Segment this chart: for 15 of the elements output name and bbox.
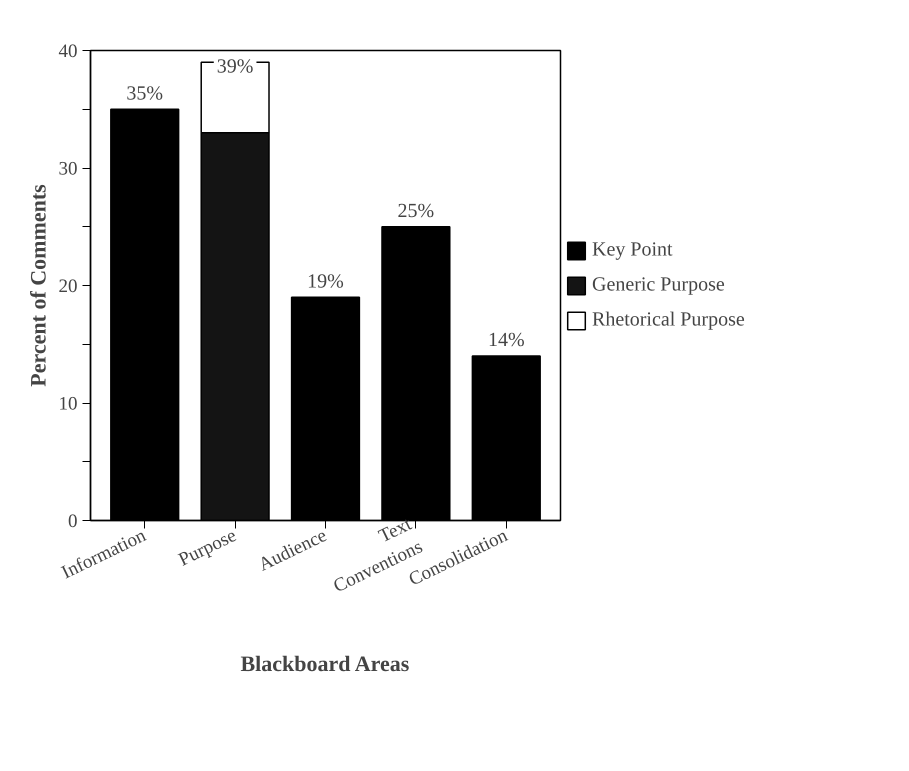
legend-label: Rhetorical Purpose — [592, 308, 745, 332]
total-label: 39% — [216, 56, 254, 78]
y-tick-label: 30 — [58, 158, 78, 180]
y-tick-label: 10 — [58, 394, 78, 414]
legend-label: Key Point — [592, 238, 673, 262]
total-label: 19% — [307, 270, 344, 292]
y-tick-label: 40 — [58, 41, 78, 62]
legend-label: Generic Purpose — [592, 274, 725, 296]
total-label: 35% — [126, 82, 164, 104]
total-label: 25% — [398, 200, 434, 222]
total-label: 14% — [488, 329, 525, 351]
y-tick-label: 20 — [58, 276, 78, 297]
x-axis-title: Blackboard Areas — [240, 650, 410, 676]
y-axis-title: Percent of Comments — [26, 184, 50, 387]
y-tick-label: 0 — [68, 511, 78, 532]
